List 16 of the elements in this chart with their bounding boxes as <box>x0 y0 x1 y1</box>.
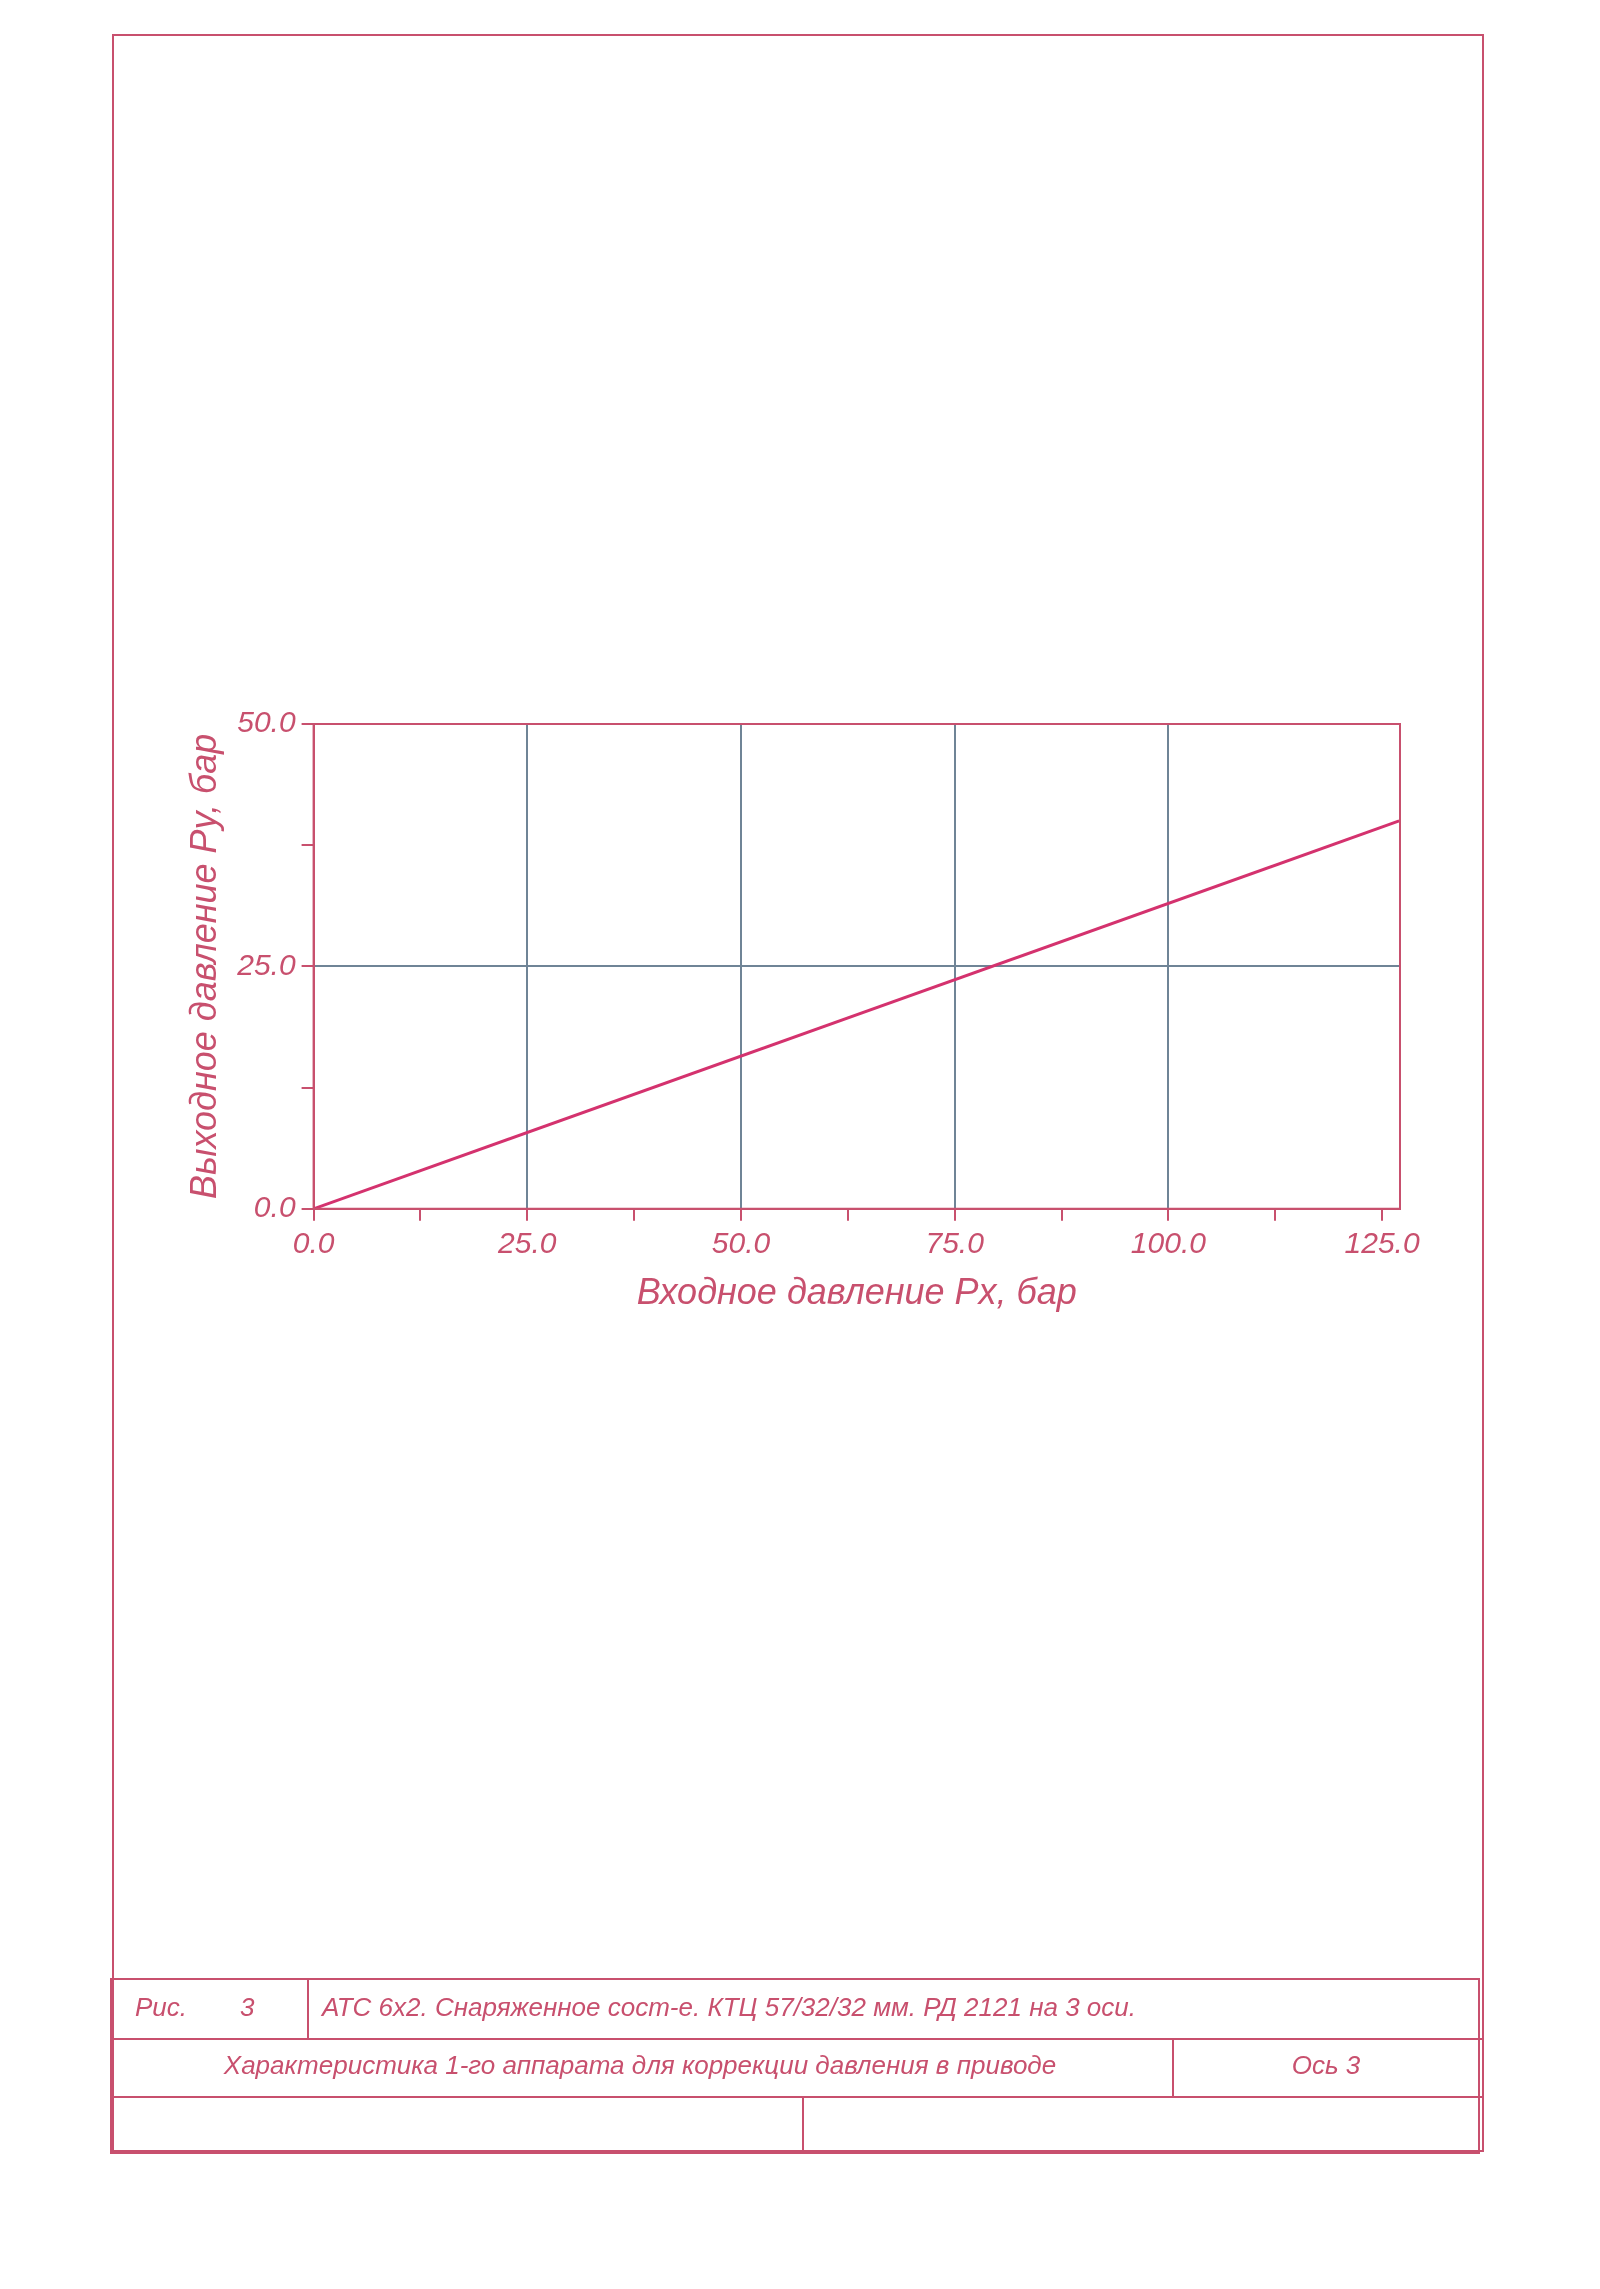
text: 3 <box>240 1992 256 2022</box>
y-tick-label: 0.0 <box>253 1190 296 1224</box>
x-tick-label: 125.0 <box>1344 1226 1420 1260</box>
x-axis-title: Входное давление Px, бар <box>636 1271 1077 1313</box>
text: Характеристика 1-го аппарата для коррекции давления в приводе <box>222 2050 1058 2080</box>
x-tick-label: 25.0 <box>497 1226 557 1260</box>
y-axis-title: Выходное давление Py, бар <box>182 733 224 1200</box>
x-tick-label: 75.0 <box>925 1226 985 1260</box>
text: АТС 6x2. Снаряженное сост-е. КТЦ 57/32/32 мм. РД 2121 на 3 оси. <box>322 1992 1137 2022</box>
text: Рис. <box>135 1992 189 2022</box>
x-tick-label: 50.0 <box>711 1226 771 1260</box>
x-tick-label: 0.0 <box>292 1226 335 1260</box>
text: Ось 3 <box>1290 2050 1362 2080</box>
x-tick-label: 100.0 <box>1130 1226 1207 1260</box>
y-tick-label: 25.0 <box>236 947 296 981</box>
y-tick-label: 50.0 <box>237 705 296 739</box>
